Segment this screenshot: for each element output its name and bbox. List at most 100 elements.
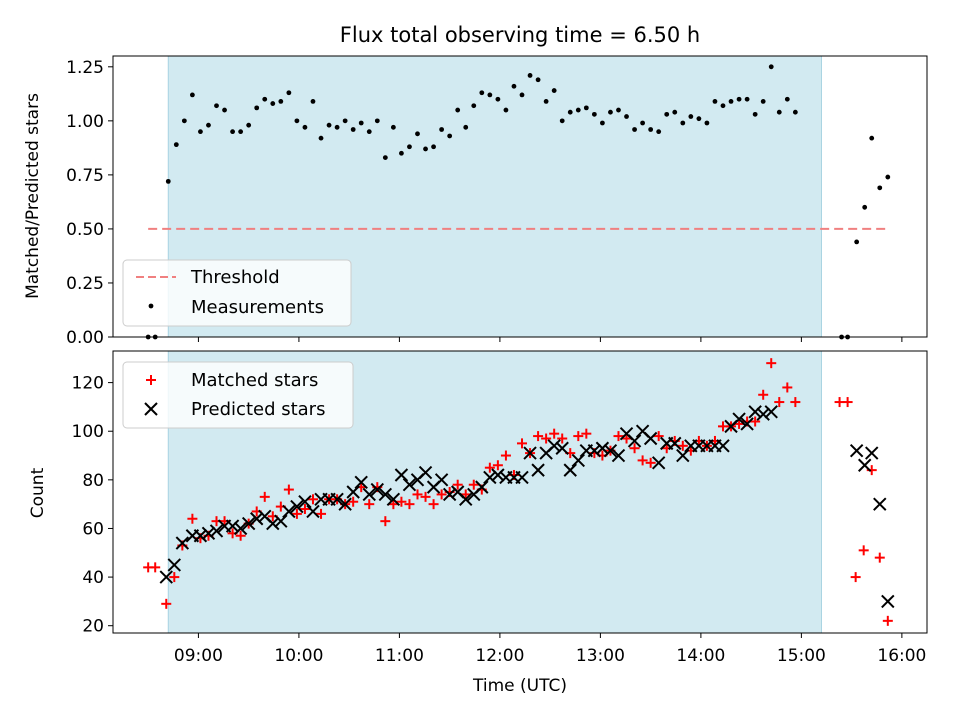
measurement-point — [198, 129, 203, 135]
bottom-y-tick-label: 60 — [82, 519, 104, 539]
predicted-star-point — [523, 446, 537, 460]
matched-star-point — [388, 499, 399, 510]
matched-star-point — [452, 479, 463, 490]
predicted-star-point — [330, 492, 344, 507]
matched-star-point — [621, 433, 632, 444]
measurement-point — [736, 96, 742, 102]
matched-star-point — [637, 455, 648, 466]
matched-star-point — [396, 496, 407, 507]
predicted-star-point — [459, 492, 473, 507]
predicted-star-point — [241, 516, 256, 531]
matched-star-point — [557, 433, 568, 444]
predicted-star-point — [515, 470, 529, 485]
measurement-point — [390, 124, 396, 130]
measurement-point — [495, 96, 501, 102]
measurement-point — [680, 120, 686, 126]
measurement-point — [189, 92, 195, 98]
predicted-star-point — [676, 448, 690, 463]
x-tick-label: 13:00 — [576, 646, 625, 666]
top-y-tick-label: 0.50 — [66, 220, 104, 240]
measurement-point — [648, 127, 654, 132]
predicted-star-point — [764, 405, 778, 419]
matched-star-point — [766, 358, 777, 369]
top-y-tick-label: 1.25 — [66, 58, 104, 78]
measurement-point — [696, 116, 702, 122]
measurement-point — [885, 174, 891, 180]
x-tick-label: 15:00 — [777, 646, 826, 666]
matched-star-point — [150, 562, 161, 573]
measurement-point — [543, 98, 549, 104]
measurement-point — [350, 127, 356, 132]
matched-star-point — [549, 428, 560, 439]
matched-star-point — [299, 504, 310, 515]
predicted-star-point — [865, 446, 879, 460]
count-panel: Count Time (UTC) 20 40 60 80 100 120 09:00 10:0… — [28, 350, 928, 696]
matched-star-point — [161, 598, 172, 609]
predicted-star-point — [475, 480, 489, 494]
predicted-star-point — [370, 482, 385, 497]
measurement-point — [431, 144, 436, 150]
matched-star-point — [307, 494, 318, 505]
bottom-y-tick-label: 20 — [82, 617, 104, 637]
measurement-point — [278, 98, 284, 104]
matched-star-point — [283, 484, 294, 495]
measurement-point — [511, 83, 517, 89]
predicted-star-point — [651, 456, 666, 470]
measurement-point — [519, 92, 525, 98]
measurement-point — [358, 120, 364, 126]
measurement-point — [567, 109, 573, 115]
matched-star-point — [316, 508, 327, 519]
measurement-point — [869, 135, 875, 141]
bottom-legend-box — [122, 361, 354, 429]
predicted-star-point — [402, 477, 417, 492]
predicted-star-point — [547, 439, 561, 453]
x-tick-label: 09:00 — [174, 646, 223, 666]
measurement-point — [760, 98, 766, 104]
predicted-star-point — [338, 497, 352, 511]
predicted-star-point — [627, 434, 642, 448]
measurement-point — [877, 185, 883, 191]
predicted-star-point — [587, 443, 602, 458]
predicted-star-point — [434, 473, 449, 487]
matched-star-point — [412, 489, 423, 500]
measurement-point — [854, 239, 860, 245]
measurement-point — [862, 204, 868, 210]
measurement-point — [286, 90, 292, 96]
matched-star-point — [291, 508, 302, 519]
matched-star-point — [484, 462, 495, 473]
measurement-point — [616, 107, 621, 113]
measurement-point — [535, 77, 541, 83]
matched-star-point — [348, 496, 359, 507]
x-tick-label: 16:00 — [877, 646, 926, 666]
measurement-point — [455, 107, 461, 113]
matched-star-point — [677, 440, 688, 451]
bottom-y-tick-label: 120 — [72, 374, 104, 394]
measurement-point — [310, 98, 316, 104]
predicted-star-point — [167, 558, 182, 572]
legend-predicted-label: Predicted stars — [191, 399, 325, 420]
predicted-star-point — [732, 412, 746, 426]
measurement-point — [752, 111, 758, 117]
predicted-star-point — [233, 521, 248, 536]
predicted-star-point — [201, 526, 216, 541]
measurement-point — [776, 109, 782, 115]
top-y-axis-label: Matched/Predicted stars — [23, 93, 43, 299]
x-tick-label: 10:00 — [274, 646, 323, 666]
measurement-point — [471, 103, 477, 109]
predicted-star-point — [290, 499, 304, 514]
measurement-point — [463, 124, 469, 130]
x-tick-label: 14:00 — [676, 646, 725, 666]
predicted-star-point — [249, 512, 264, 526]
x-tick-label: 11:00 — [375, 646, 424, 666]
predicted-star-point — [563, 463, 577, 477]
top-legend-box — [122, 259, 352, 327]
matched-star-point — [517, 438, 528, 449]
measurement-point — [407, 144, 412, 150]
measurement-point — [527, 73, 533, 78]
matched-star-point — [468, 479, 479, 490]
matched-star-point — [364, 499, 375, 510]
measurement-point — [423, 146, 428, 152]
measurement-point — [181, 118, 187, 124]
top-legend: Threshold Measurements — [122, 259, 352, 327]
